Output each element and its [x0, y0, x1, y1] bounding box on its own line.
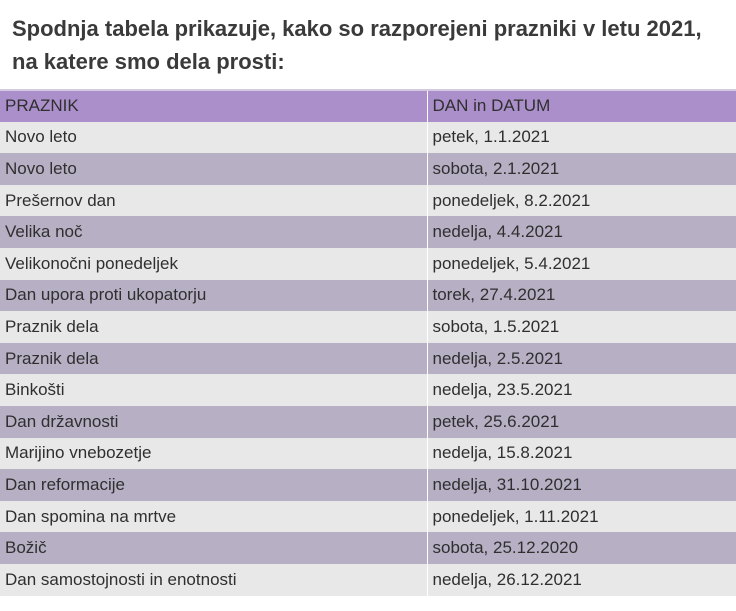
holiday-date: ponedeljek, 1.11.2021 — [427, 500, 736, 533]
holiday-name: Dan reformacije — [0, 469, 428, 501]
holiday-date: petek, 25.6.2021 — [427, 405, 736, 438]
holiday-date: ponedeljek, 5.4.2021 — [427, 247, 736, 280]
holiday-name: Praznik dela — [0, 311, 428, 343]
holiday-date: nedelja, 31.10.2021 — [427, 469, 736, 501]
holiday-date: ponedeljek, 8.2.2021 — [427, 184, 736, 217]
holiday-name: Prešernov dan — [0, 184, 428, 217]
holiday-date: torek, 27.4.2021 — [427, 279, 736, 312]
page-heading: Spodnja tabela prikazuje, kako so razpor… — [12, 16, 702, 74]
column-header-date: DAN in DATUM — [427, 89, 736, 122]
holiday-name: Božič — [0, 532, 428, 564]
holiday-table: PRAZNIK DAN in DATUM Novo leto petek, 1.1… — [0, 89, 736, 596]
holiday-name: Dan samostojnosti in enotnosti — [0, 563, 428, 596]
holiday-date: nedelja, 23.5.2021 — [427, 374, 736, 406]
holiday-name: Dan upora proti ukopatorju — [0, 279, 428, 312]
table-row: Novo leto sobota, 2.1.2021 — [0, 153, 736, 185]
holiday-date: nedelja, 4.4.2021 — [427, 216, 736, 248]
holiday-name: Velikonočni ponedeljek — [0, 247, 428, 280]
holiday-name: Dan državnosti — [0, 405, 428, 438]
holiday-name: Novo leto — [0, 153, 428, 185]
holiday-name: Praznik dela — [0, 342, 428, 375]
holiday-date: sobota, 2.1.2021 — [427, 153, 736, 185]
table-row: Novo leto petek, 1.1.2021 — [0, 121, 736, 154]
table-row: Binkošti nedelja, 23.5.2021 — [0, 374, 736, 406]
holiday-date: nedelja, 26.12.2021 — [427, 563, 736, 596]
table-row: Dan državnosti petek, 25.6.2021 — [0, 405, 736, 438]
table-row: Velika noč nedelja, 4.4.2021 — [0, 216, 736, 248]
holiday-name: Marijino vnebozetje — [0, 437, 428, 470]
holiday-name: Novo leto — [0, 121, 428, 154]
holiday-date: sobota, 25.12.2020 — [427, 532, 736, 564]
holiday-date: petek, 1.1.2021 — [427, 121, 736, 154]
column-header-holiday: PRAZNIK — [0, 89, 428, 122]
holiday-date: nedelja, 2.5.2021 — [427, 342, 736, 375]
table-header-row: PRAZNIK DAN in DATUM — [0, 89, 736, 122]
table-row: Velikonočni ponedeljek ponedeljek, 5.4.20… — [0, 247, 736, 280]
holiday-date: nedelja, 15.8.2021 — [427, 437, 736, 470]
table-row: Dan spomina na mrtve ponedeljek, 1.11.202… — [0, 500, 736, 533]
holiday-name: Binkošti — [0, 374, 428, 406]
table-row: Dan samostojnosti in enotnosti nedelja, 2… — [0, 563, 736, 596]
holiday-name: Velika noč — [0, 216, 428, 248]
table-row: Prešernov dan ponedeljek, 8.2.2021 — [0, 184, 736, 217]
table-row: Marijino vnebozetje nedelja, 15.8.2021 — [0, 437, 736, 470]
holiday-date: sobota, 1.5.2021 — [427, 311, 736, 343]
table-row: Praznik dela sobota, 1.5.2021 — [0, 311, 736, 343]
table-row: Božič sobota, 25.12.2020 — [0, 532, 736, 564]
table-row: Dan reformacije nedelja, 31.10.2021 — [0, 469, 736, 501]
holiday-name: Dan spomina na mrtve — [0, 500, 428, 533]
table-row: Dan upora proti ukopatorju torek, 27.4.20… — [0, 279, 736, 312]
table-row: Praznik dela nedelja, 2.5.2021 — [0, 342, 736, 375]
